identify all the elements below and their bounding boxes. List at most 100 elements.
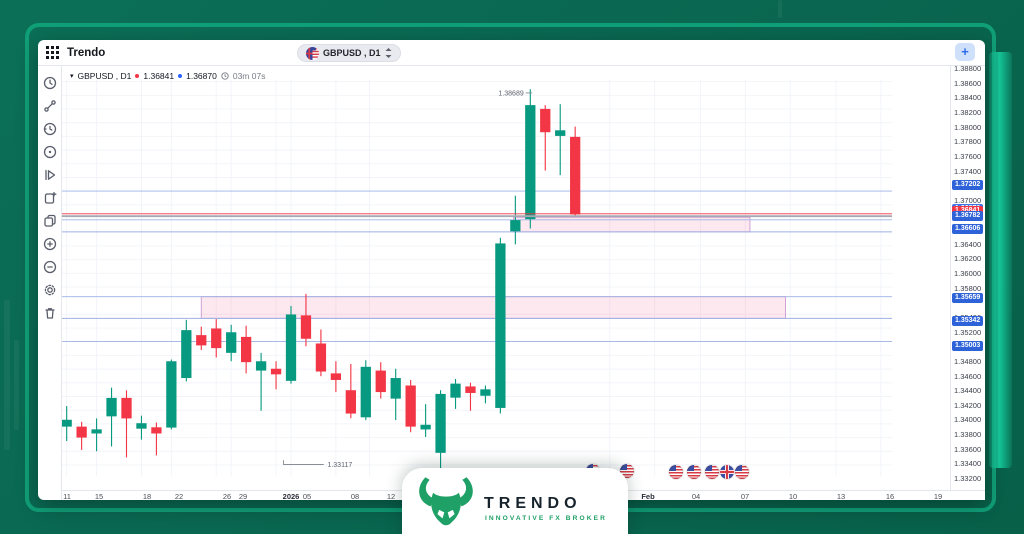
decorative-teal-strip — [989, 52, 1012, 468]
candle-body — [255, 361, 267, 371]
candle-body — [360, 366, 371, 418]
bull-logo-icon — [416, 474, 476, 534]
candle-body — [480, 389, 491, 396]
candle-body — [390, 378, 401, 399]
candle-body — [555, 130, 566, 136]
price-axis-label: 1.34000 — [954, 415, 982, 425]
new-order-tool-icon[interactable] — [41, 189, 59, 206]
high-price-annotation: 1.38689 — [498, 91, 523, 98]
price-axis-label: 1.35800 — [954, 283, 982, 293]
chart-legend: ▾ GBPUSD , D1 1.36841 1.36870 03m 07s — [70, 71, 265, 81]
price-axis-badge: 1.36782 — [952, 211, 984, 221]
candle-body — [166, 361, 177, 428]
ask-dot-icon — [178, 74, 183, 78]
logo-title: TRENDO — [484, 495, 582, 512]
candle-body — [61, 419, 72, 427]
price-axis-label: 1.36000 — [954, 269, 982, 278]
gb-calendar-flag-icon[interactable] — [720, 465, 734, 479]
candle-body — [270, 368, 282, 375]
price-axis-label: 1.33800 — [954, 430, 982, 440]
zoom-out-tool-icon[interactable] — [41, 258, 59, 275]
legend-countdown: 03m 07s — [232, 71, 266, 81]
time-axis-label: 04 — [691, 492, 701, 501]
legend-ask-price: 1.36870 — [186, 71, 217, 81]
us-calendar-flag-icon[interactable] — [669, 465, 683, 479]
target-tool-icon[interactable] — [41, 143, 59, 160]
low-price-annotation: 1.33117 — [327, 462, 352, 469]
candle-body — [121, 397, 132, 419]
price-axis-label: 1.36200 — [954, 254, 982, 264]
time-axis-label: 15 — [94, 492, 104, 501]
us-calendar-flag-icon[interactable] — [705, 465, 719, 479]
settings-gear-icon[interactable] — [41, 281, 59, 298]
time-axis-label: 11 — [63, 492, 71, 501]
candle-body — [300, 315, 312, 339]
legend-caret-icon[interactable]: ▾ — [70, 73, 74, 80]
symbol-pill[interactable]: GBPUSD , D1 — [297, 44, 401, 62]
drawing-toolbar — [38, 66, 62, 500]
time-axis-label: Feb — [641, 492, 655, 501]
candle-body — [405, 385, 416, 427]
price-axis-label: 1.33600 — [954, 444, 982, 454]
price-axis-label: 1.38000 — [954, 122, 982, 132]
trash-icon[interactable] — [41, 304, 59, 321]
symbol-pill-label: GBPUSD , D1 — [323, 48, 381, 58]
candle-body — [106, 397, 117, 417]
time-axis-label: 08 — [350, 492, 360, 501]
time-axis-label: 13 — [836, 492, 846, 501]
price-axis-badge: 1.36606 — [952, 224, 984, 234]
trendo-logo-card: TRENDO INNOVATIVE FX BROKER — [402, 468, 628, 534]
time-axis-label: 26 — [222, 492, 232, 501]
price-axis-label: 1.38800 — [954, 64, 982, 73]
trading-platform-window: Trendo — [38, 40, 985, 501]
candle-body — [241, 336, 252, 363]
clock-tool-icon[interactable] — [41, 74, 59, 91]
add-chart-button[interactable]: + — [955, 43, 975, 61]
time-axis-label: 29 — [238, 492, 248, 501]
candle-body — [345, 390, 356, 414]
candle-body — [495, 243, 506, 408]
candle-body — [435, 393, 446, 453]
chart-canvas[interactable]: 1.38689 1.33117 — [61, 66, 950, 490]
price-axis-label: 1.38400 — [954, 93, 982, 103]
apps-grid-icon[interactable] — [46, 46, 59, 59]
price-axis-badge: 1.35003 — [952, 341, 984, 351]
candle-body — [285, 314, 297, 381]
trendline-tool-icon[interactable] — [41, 97, 59, 114]
titlebar: Trendo — [38, 40, 985, 66]
countdown-clock-icon — [221, 72, 229, 80]
switch-symbol-icon — [385, 48, 392, 58]
candle-body — [151, 427, 162, 434]
copy-tool-icon[interactable] — [41, 212, 59, 229]
candle-body — [540, 108, 551, 133]
candlestick-chart[interactable]: 1.38689 1.33117 ▾ GBPUSD , D1 1.36841 1.3… — [61, 66, 950, 490]
price-axis-badge: 1.35659 — [952, 293, 984, 303]
us-calendar-flag-icon[interactable] — [735, 465, 749, 479]
replay-forward-tool-icon[interactable] — [41, 166, 59, 183]
history-clock-tool-icon[interactable] — [41, 120, 59, 137]
bid-dot-icon — [135, 74, 140, 78]
background-decoration-bar — [778, 0, 782, 18]
candle-body — [181, 330, 192, 379]
annotation-leader — [283, 460, 324, 465]
candle-body — [465, 386, 476, 393]
time-axis-label: 18 — [142, 492, 152, 501]
price-axis-badge: 1.37202 — [952, 180, 984, 190]
price-axis-label: 1.34600 — [954, 371, 982, 381]
price-axis-label: 1.37800 — [954, 137, 982, 147]
candle-body — [91, 429, 102, 434]
time-axis-label: 22 — [174, 492, 184, 501]
legend-bid-price: 1.36841 — [143, 71, 175, 81]
us-calendar-flag-icon[interactable] — [687, 465, 701, 479]
brand-name: Trendo — [67, 46, 106, 59]
zoom-in-tool-icon[interactable] — [41, 235, 59, 252]
legend-symbol: GBPUSD , D1 — [77, 71, 132, 81]
candle-body — [196, 335, 207, 346]
time-axis-label: 05 — [302, 492, 312, 501]
candle-body — [420, 424, 431, 430]
price-axis-label: 1.37000 — [954, 195, 982, 205]
price-axis[interactable]: 1.38800 1.38600 1.38400 1.38200 1.38000 1.378… — [950, 64, 985, 490]
candle-body — [450, 383, 461, 398]
time-axis-label: 07 — [740, 492, 750, 501]
price-axis-label: 1.33400 — [954, 459, 982, 469]
